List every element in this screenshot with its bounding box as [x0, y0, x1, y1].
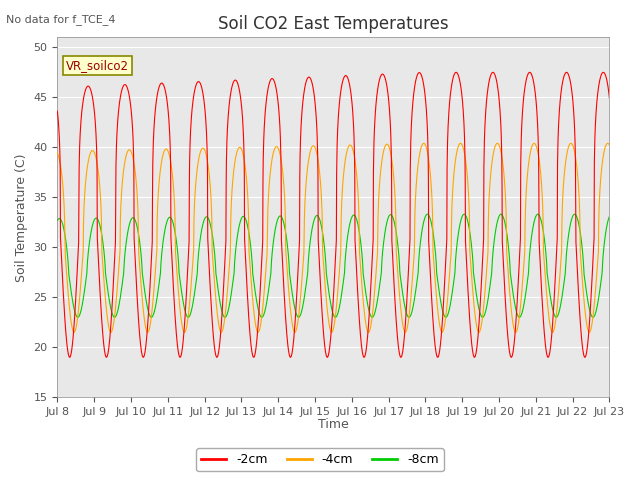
Title: Soil CO2 East Temperatures: Soil CO2 East Temperatures	[218, 15, 449, 33]
Y-axis label: Soil Temperature (C): Soil Temperature (C)	[15, 153, 28, 282]
Text: VR_soilco2: VR_soilco2	[66, 59, 129, 72]
X-axis label: Time: Time	[318, 419, 349, 432]
Legend: -2cm, -4cm, -8cm: -2cm, -4cm, -8cm	[196, 448, 444, 471]
Text: No data for f_TCE_4: No data for f_TCE_4	[6, 14, 116, 25]
